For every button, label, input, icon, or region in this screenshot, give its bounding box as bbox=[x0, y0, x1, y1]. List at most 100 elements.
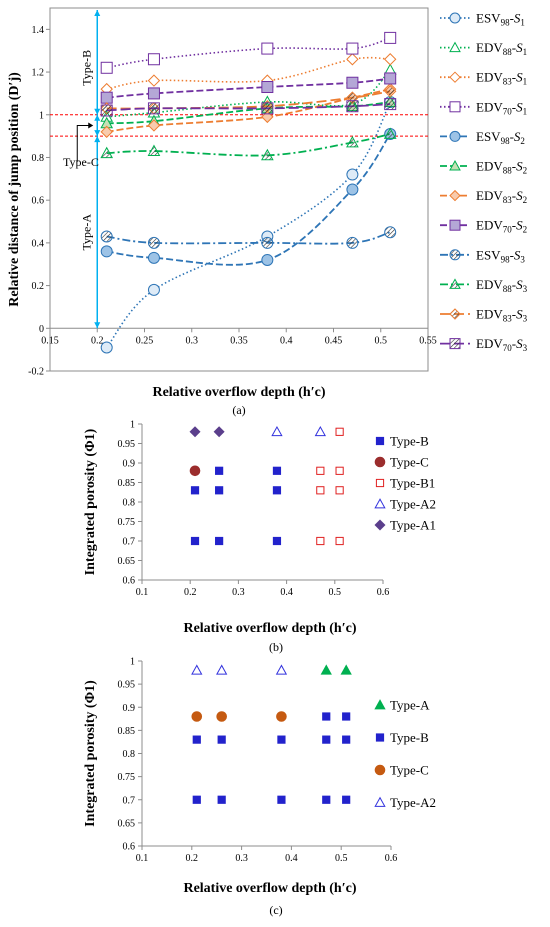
data-point-EDV83-S1 bbox=[383, 53, 397, 66]
legend-entry-b-Type-A2: Type-A2 bbox=[374, 497, 436, 512]
data-point-c-Type-B bbox=[277, 735, 286, 744]
panel-c-x-axis-label: Relative overflow depth (h′c) bbox=[183, 881, 356, 896]
panel-a-x-tick-label: 0.35 bbox=[230, 335, 248, 346]
data-point-EDV70-S1 bbox=[261, 42, 274, 55]
data-point-b-Type-A1 bbox=[189, 426, 201, 438]
panel-a-y-tick-label: 1.4 bbox=[32, 25, 45, 36]
panel-a-y-tick-label: 0.6 bbox=[32, 196, 45, 207]
data-point-ESV98-S1 bbox=[147, 283, 160, 296]
data-point-b-Type-B bbox=[215, 536, 224, 546]
panel-b-y-tick-label: 0.75 bbox=[118, 517, 136, 528]
type-c-leader-arrowhead bbox=[88, 122, 94, 129]
data-point-b-Type-A2 bbox=[314, 425, 326, 437]
data-point-c-Type-C bbox=[191, 711, 203, 722]
panel-c-x-tick-label: 0.3 bbox=[235, 853, 248, 864]
legend-entry-EDV83-S2: EDV83-S2 bbox=[440, 188, 527, 205]
type-c-leader-line bbox=[76, 124, 93, 162]
panel-c-y-tick-label: 1 bbox=[130, 657, 135, 668]
panel-c-x-tick-label: 0.1 bbox=[136, 853, 149, 864]
data-point-c-Type-A2 bbox=[216, 664, 228, 675]
panel-a-y-tick-label: 1 bbox=[39, 110, 44, 121]
data-point-EDV83-S2 bbox=[147, 119, 161, 132]
data-point-EDV70-S1 bbox=[384, 31, 397, 44]
legend-entry-EDV88-S1: EDV88-S1 bbox=[440, 40, 527, 57]
legend-label: EDV70-S1 bbox=[476, 99, 527, 116]
legend-marker bbox=[449, 189, 461, 202]
data-point-ESV98-S3 bbox=[261, 236, 274, 249]
legend-marker bbox=[449, 159, 461, 171]
panel-b-y-tick-label: 1 bbox=[130, 420, 135, 431]
panel-c-y-axis-label: Integrated porosity (Φ1) bbox=[83, 680, 98, 827]
data-point-ESV98-S3 bbox=[100, 230, 113, 243]
panel-c: 0.1 0.2 0.3 0.4 0.5 0.6 0.6 0.65 0.7 0.75 0.8 0.85 0… bbox=[83, 657, 436, 918]
data-point-EDV88-S3 bbox=[346, 135, 359, 148]
panel-a-x-tick-label: 0.55 bbox=[419, 335, 437, 346]
panel-b-x-tick-label: 0.2 bbox=[184, 587, 197, 598]
panel-b-y-tick-label: 0.6 bbox=[123, 576, 136, 587]
data-point-EDV88-S3 bbox=[100, 146, 114, 159]
legend-marker bbox=[449, 338, 461, 350]
data-point-b-Type-B bbox=[272, 486, 282, 495]
data-point-EDV83-S3 bbox=[383, 85, 397, 98]
data-point-EDV70-S3 bbox=[261, 102, 274, 115]
data-point-b-Type-B bbox=[215, 466, 224, 475]
panel-a-x-tick-label: 0.45 bbox=[325, 335, 343, 346]
panel-b-x-tick-label: 0.3 bbox=[232, 587, 245, 598]
panel-a-y-axis-label: Relative distance of jump position (D′j) bbox=[7, 72, 22, 307]
panel-c-y-tick-label: 0.9 bbox=[123, 703, 136, 714]
data-point-b-Type-B bbox=[272, 536, 282, 546]
data-point-ESV98-S3 bbox=[147, 236, 160, 249]
legend-entry-EDV88-S3: EDV88-S3 bbox=[440, 277, 528, 294]
panel-b-y-tick-label: 0.9 bbox=[123, 459, 136, 470]
data-point-EDV83-S1 bbox=[147, 74, 161, 87]
data-point-c-Type-B bbox=[217, 795, 226, 804]
panel-a-y-tick-label: 0.4 bbox=[32, 238, 45, 249]
legend-label: Type-C bbox=[390, 455, 429, 470]
panel-c-y-tick-label: 0.7 bbox=[123, 795, 136, 806]
legend-marker bbox=[374, 456, 386, 468]
panel-a-x-tick-label: 0.2 bbox=[91, 335, 104, 346]
data-point-ESV98-S2 bbox=[261, 253, 274, 266]
legend-marker bbox=[374, 764, 386, 776]
data-point-b-Type-B bbox=[272, 466, 282, 475]
legend-marker bbox=[374, 796, 386, 807]
data-point-c-Type-C bbox=[216, 711, 227, 722]
legend-marker bbox=[449, 130, 461, 142]
data-point-EDV70-S3 bbox=[147, 102, 160, 115]
legend-label: EDV83-S1 bbox=[476, 70, 527, 87]
data-point-c-Type-B bbox=[322, 735, 331, 744]
legend-marker bbox=[449, 101, 461, 113]
data-point-EDV70-S1 bbox=[100, 61, 113, 74]
data-point-b-Type-C bbox=[189, 465, 201, 477]
series-line-ESV98-S1 bbox=[106, 101, 391, 349]
legend-marker bbox=[374, 519, 386, 531]
legend-label: ESV98-S1 bbox=[476, 11, 525, 28]
data-point-EDV70-S2 bbox=[384, 72, 397, 85]
panel-c-x-tick-label: 0.5 bbox=[335, 853, 348, 864]
legend-entry-b-Type-A1: Type-A1 bbox=[374, 518, 436, 533]
data-point-c-Type-B bbox=[217, 735, 226, 744]
data-point-EDV70-S3 bbox=[384, 98, 397, 111]
panel-c-y-tick-label: 0.8 bbox=[123, 749, 136, 760]
legend-label: EDV70-S3 bbox=[476, 336, 528, 353]
data-point-b-Type-B bbox=[190, 536, 200, 546]
legend-entry-c-Type-A2: Type-A2 bbox=[374, 795, 436, 810]
data-point-EDV83-S2 bbox=[100, 125, 113, 139]
panel-a-plot-frame bbox=[49, 7, 429, 372]
panel-a-y-tick-label: 0.2 bbox=[32, 281, 45, 292]
panel-c-y-tick-label: 0.85 bbox=[118, 726, 136, 737]
data-point-b-Type-B1 bbox=[316, 486, 325, 495]
legend-label: EDV88-S3 bbox=[476, 277, 528, 294]
panel-a-x-tick-label: 0.25 bbox=[136, 335, 154, 346]
legend-entry-c-Type-B: Type-B bbox=[375, 730, 429, 745]
data-point-b-Type-A2 bbox=[271, 425, 283, 437]
panel-a-x-tick-label: 0.5 bbox=[375, 335, 388, 346]
legend-marker bbox=[449, 278, 461, 289]
data-point-c-Type-B bbox=[277, 795, 286, 804]
legend-marker bbox=[449, 249, 461, 261]
data-point-EDV70-S2 bbox=[147, 87, 160, 100]
panel-b-x-tick-label: 0.5 bbox=[329, 587, 342, 598]
panel-a-x-tick-label: 0.4 bbox=[280, 335, 293, 346]
panel-b-x-tick-label: 0.4 bbox=[280, 587, 293, 598]
legend-label: Type-A1 bbox=[390, 518, 436, 533]
